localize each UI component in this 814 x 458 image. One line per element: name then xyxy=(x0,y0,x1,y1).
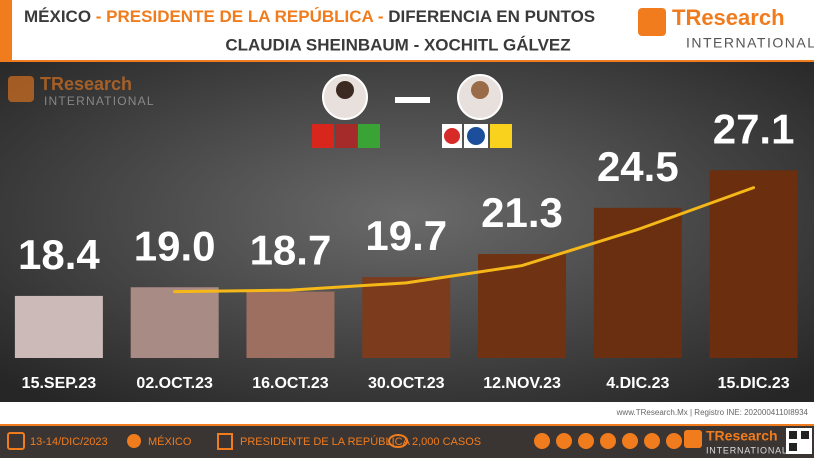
footer-line xyxy=(0,424,814,426)
social-icon[interactable] xyxy=(534,433,550,449)
candidate-head xyxy=(471,81,489,99)
title-part: DIFERENCIA EN PUNTOS xyxy=(388,7,595,26)
doc-icon xyxy=(217,433,233,450)
x-tick-label: 02.OCT.23 xyxy=(136,375,213,392)
logo-icon xyxy=(638,8,666,36)
title-part: PRESIDENTE DE LA REPÚBLICA xyxy=(106,7,373,26)
divider xyxy=(0,60,814,62)
watermark-tagline: INTERNATIONAL xyxy=(44,94,155,108)
logo-tagline: INTERNATIONAL xyxy=(686,35,814,51)
social-icon[interactable] xyxy=(600,433,616,449)
value-label: 21.3 xyxy=(481,189,563,236)
title-part: - xyxy=(373,7,388,26)
title-part: MÉXICO xyxy=(24,7,91,26)
bar xyxy=(14,295,103,358)
logo-brand: TResearch xyxy=(672,5,785,30)
x-tick-label: 12.NOV.23 xyxy=(483,375,561,392)
party-logo xyxy=(312,124,334,148)
bar xyxy=(246,291,335,358)
bar xyxy=(130,287,219,358)
social-icon[interactable] xyxy=(556,433,572,449)
footer-cases: 2,000 CASOS xyxy=(412,436,481,448)
x-tick-label: 15.DIC.23 xyxy=(718,375,790,392)
source-bg xyxy=(0,402,814,424)
qr-part xyxy=(789,431,797,439)
title-part: - xyxy=(91,7,106,26)
value-label: 27.1 xyxy=(713,105,795,152)
value-label: 19.7 xyxy=(365,212,447,259)
social-icon[interactable] xyxy=(578,433,594,449)
x-tick-label: 16.OCT.23 xyxy=(252,375,329,392)
footer-date: 13-14/DIC/2023 xyxy=(30,436,108,448)
header-accent xyxy=(0,0,12,60)
party-logo-mark xyxy=(444,128,460,144)
bar xyxy=(362,277,451,358)
party-logo xyxy=(358,124,380,148)
bar xyxy=(709,170,798,358)
value-label: 18.7 xyxy=(250,227,332,274)
x-tick-label: 15.SEP.23 xyxy=(22,375,97,392)
watermark: TResearch INTERNATIONAL xyxy=(8,74,155,108)
qr-part xyxy=(789,443,797,451)
value-label: 18.4 xyxy=(18,231,100,278)
party-logo xyxy=(490,124,512,148)
source-line: www.TResearch.Mx | Registro INE: 2020004… xyxy=(616,408,809,417)
calendar-icon xyxy=(7,432,25,450)
header-bg xyxy=(0,0,814,62)
footer-logo-tagline: INTERNATIONAL xyxy=(706,445,788,455)
candidate-head xyxy=(336,81,354,99)
minus-sign xyxy=(395,97,430,103)
title: MÉXICO - PRESIDENTE DE LA REPÚBLICA - DI… xyxy=(24,7,595,26)
x-tick-label: 4.DIC.23 xyxy=(606,375,669,392)
plot: 18.4 15.SEP.23 19.0 02.OCT.23 18.7 16.OCT.23 1… xyxy=(14,105,798,392)
watermark-icon xyxy=(8,76,34,102)
value-label: 19.0 xyxy=(134,222,216,269)
social-icons xyxy=(534,433,682,449)
footer-logo-icon xyxy=(684,430,702,448)
value-label: 24.5 xyxy=(597,143,679,190)
subtitle: CLAUDIA SHEINBAUM - XOCHITL GÁLVEZ xyxy=(225,35,570,54)
footer-place: MÉXICO xyxy=(148,435,192,448)
trend-line xyxy=(173,186,756,294)
chat-icon xyxy=(388,434,408,448)
footer-topic: PRESIDENTE DE LA REPÚBLICA xyxy=(240,435,411,448)
x-tick-label: 30.OCT.23 xyxy=(368,375,445,392)
footer-logo-brand: TResearch xyxy=(706,428,778,444)
watermark-brand: TResearch xyxy=(40,74,132,94)
bar xyxy=(593,207,682,358)
social-icon[interactable] xyxy=(622,433,638,449)
map-icon xyxy=(127,434,141,448)
social-icon[interactable] xyxy=(666,433,682,449)
party-logo xyxy=(335,124,357,148)
party-logo-mark xyxy=(467,127,485,145)
logo: TResearch INTERNATIONAL xyxy=(638,5,814,51)
candidates xyxy=(312,74,512,148)
qr-part xyxy=(801,431,809,439)
social-icon[interactable] xyxy=(644,433,660,449)
